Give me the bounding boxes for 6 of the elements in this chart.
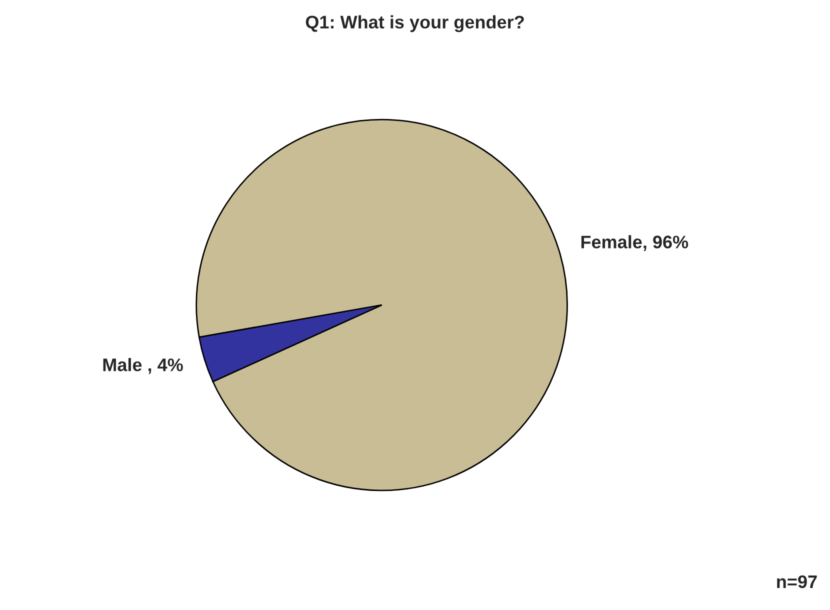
slice-label: Female, 96% (581, 235, 688, 252)
pie-slice (196, 118, 568, 492)
slice-label: Male , 4% (103, 358, 183, 374)
chart-title: Q1: What is your gender? (306, 15, 524, 32)
pie-slice (198, 304, 382, 382)
text: n=97 (777, 575, 817, 588)
